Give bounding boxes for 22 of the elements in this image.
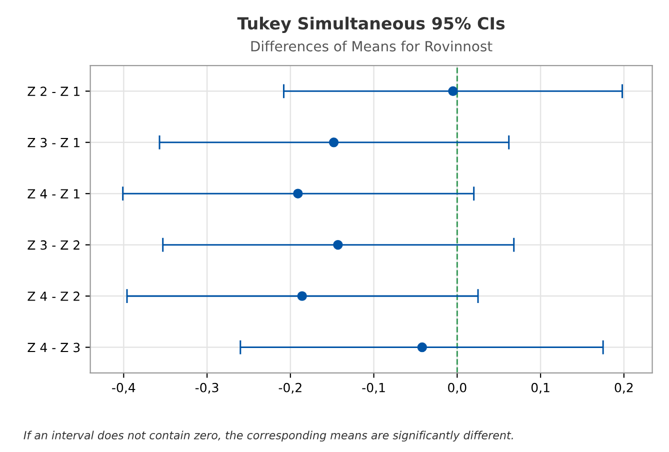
- y-tick-label: Z 3 - Z 1: [28, 138, 80, 148]
- point: [328, 138, 339, 148]
- point: [333, 240, 343, 250]
- point: [297, 291, 307, 301]
- x-tick-label: -0,2: [278, 382, 302, 394]
- x-tick-label: -0,3: [195, 382, 218, 394]
- x-tick-label: 0,0: [448, 382, 466, 394]
- chart-title: Tukey Simultaneous 95% CIs: [237, 16, 505, 33]
- point: [417, 342, 428, 352]
- x-tick-label: 0,2: [614, 382, 633, 394]
- x-tick-label: 0,1: [531, 382, 550, 394]
- point: [293, 188, 303, 198]
- y-tick-label: Z 2 - Z 1: [28, 86, 80, 96]
- x-tick-label: -0,4: [112, 382, 136, 394]
- x-tick-label: -0,1: [362, 382, 385, 394]
- y-tick-label: Z 4 - Z 2: [28, 292, 80, 301]
- y-tick-label: Z 4 - Z 1: [28, 189, 80, 198]
- chart-subtitle: Differences of Means for Rovinnost: [251, 40, 492, 52]
- point: [448, 86, 458, 96]
- text: If an interval does not contain zero, the corresponding means are significantly different.: [24, 430, 513, 442]
- y-tick-label: Z 3 - Z 2: [28, 240, 80, 250]
- y-tick-label: Z 4 - Z 3: [28, 342, 80, 352]
